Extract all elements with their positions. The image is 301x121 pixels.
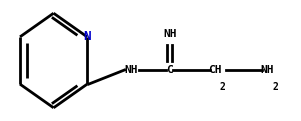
Text: NH: NH [124,65,138,75]
Text: C: C [166,65,173,75]
Text: 2: 2 [220,82,226,91]
Text: 2: 2 [272,82,278,91]
Text: NH: NH [260,65,274,75]
Text: NH: NH [163,30,177,39]
Text: N: N [83,30,91,43]
Text: CH: CH [208,65,221,75]
